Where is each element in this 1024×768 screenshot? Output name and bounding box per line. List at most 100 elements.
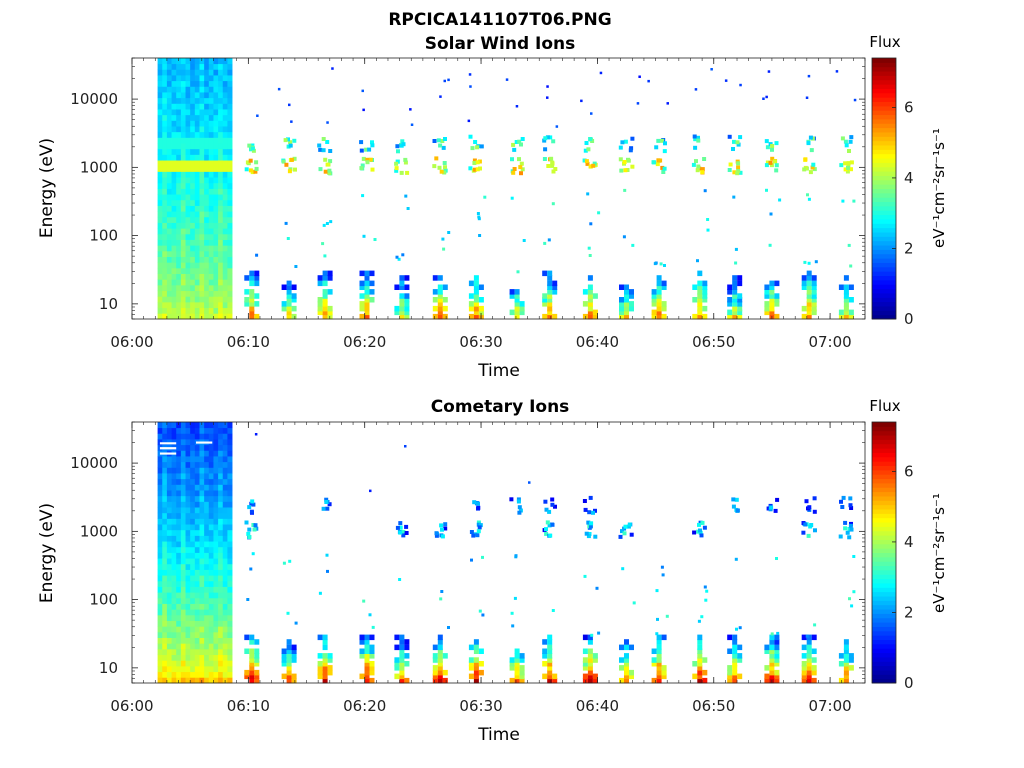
solar-wind-ions-sparse-cell xyxy=(636,102,640,105)
cometary-ions-background-cell xyxy=(157,580,163,587)
solar-wind-ions-background-cell xyxy=(171,290,177,297)
solar-wind-ions-burst-cell xyxy=(514,289,520,295)
solar-wind-ions-band-cell xyxy=(625,168,630,172)
solar-wind-ions-burst-cell xyxy=(244,289,250,295)
cometary-ions-burst-cell xyxy=(514,669,520,676)
solar-wind-ions-scatter-cell xyxy=(653,262,657,266)
solar-wind-ions-background-cell xyxy=(222,126,228,133)
solar-wind-ions-panel: Solar Wind Ions 06:00 06:10 06:20 06:30 06:4… xyxy=(37,33,948,381)
cometary-ions-band-cell xyxy=(244,520,249,525)
solar-wind-ions-background-cell xyxy=(166,296,172,303)
cometary-ions-scatter-cell xyxy=(371,625,375,629)
cometary-ions-burst-cell xyxy=(322,639,328,645)
solar-wind-ions-background-cell xyxy=(213,137,219,144)
cometary-ions-y-tick-label: 1000 xyxy=(80,522,118,540)
cometary-ions-background-cell xyxy=(208,671,214,678)
cometary-ions-burst-cell xyxy=(404,653,410,659)
solar-wind-ions-background-cell xyxy=(204,262,210,269)
cometary-ions-burst-cell xyxy=(291,644,297,651)
cometary-ions-burst-cell xyxy=(514,653,520,659)
solar-wind-ions-background-cell xyxy=(190,279,196,286)
solar-wind-ions-background-cell xyxy=(222,131,228,138)
solar-wind-ions-burst-cell xyxy=(651,313,657,320)
cometary-ions-burst-cell xyxy=(364,673,370,680)
cometary-ions-burst-cell xyxy=(624,669,629,676)
solar-wind-ions-band-cell xyxy=(328,149,333,153)
cometary-ions-burst-cell xyxy=(697,657,703,663)
cometary-ions-background-cell xyxy=(218,580,224,587)
solar-wind-ions-background-cell xyxy=(208,154,214,161)
solar-wind-ions-background-cell xyxy=(166,92,172,99)
cometary-ions-background-cell xyxy=(213,456,219,463)
cometary-ions-background-cell xyxy=(222,569,228,576)
solar-wind-ions-burst-cell xyxy=(702,280,708,287)
solar-wind-ions-band-cell xyxy=(248,158,253,163)
cometary-ions-background-cell xyxy=(227,535,233,542)
cometary-ions-background-cell xyxy=(222,643,228,650)
cometary-ions-background-cell xyxy=(180,552,186,559)
cometary-ions-colorbar-segment xyxy=(872,461,896,466)
cometary-ions-scatter-cell xyxy=(661,573,665,577)
solar-wind-ions-background-cell xyxy=(199,58,205,65)
cometary-ions-background-cell xyxy=(208,444,214,451)
solar-wind-ions-burst-cell xyxy=(848,313,854,320)
solar-wind-ions-colorbar-segment xyxy=(872,210,896,216)
solar-wind-ions-background-cell xyxy=(227,222,233,229)
cometary-ions-background-cell xyxy=(166,586,172,593)
solar-wind-ions-burst-cell xyxy=(764,293,770,299)
cometary-ions-band-cell xyxy=(622,531,627,536)
cometary-ions-background-cell xyxy=(190,427,196,434)
cometary-ions-burst-cell xyxy=(587,669,593,676)
solar-wind-ions-burst-cell xyxy=(811,301,817,307)
solar-wind-ions-background-cell xyxy=(208,182,214,189)
solar-wind-ions-burst-cell xyxy=(473,293,479,299)
solar-wind-ions-burst-cell xyxy=(254,313,260,320)
cometary-ions-title: Cometary Ions xyxy=(431,397,570,417)
cometary-ions-burst-cell xyxy=(732,661,738,667)
solar-wind-ions-band-cell xyxy=(551,139,556,144)
solar-wind-ions-background-cell xyxy=(185,92,191,99)
cometary-ions-burst-cell xyxy=(697,648,703,654)
solar-wind-ions-scatter-cell xyxy=(543,241,547,245)
cometary-ions-background-cell xyxy=(194,444,200,451)
solar-wind-ions-background-cell xyxy=(190,114,196,121)
cometary-ions-background-cell xyxy=(208,524,214,531)
solar-wind-ions-background-cell xyxy=(208,126,214,133)
cometary-ions-background-cell xyxy=(222,609,228,616)
cometary-ions-burst-cell xyxy=(769,661,775,667)
solar-wind-ions-background-cell xyxy=(162,216,168,223)
cometary-ions-burst-cell xyxy=(769,673,775,680)
cometary-ions-background-cell xyxy=(218,609,224,616)
solar-wind-ions-colorbar-segment xyxy=(872,245,896,250)
solar-wind-ions-background-cell xyxy=(180,165,186,172)
cometary-ions-background-cell xyxy=(208,654,214,661)
cometary-ions-background-cell xyxy=(213,637,219,644)
solar-wind-ions-burst-cell xyxy=(519,301,525,307)
cometary-ions-background-cell xyxy=(166,677,172,684)
cometary-ions-burst-cell xyxy=(394,673,400,680)
cometary-ions-background-cell xyxy=(194,546,200,553)
solar-wind-ions-background-cell xyxy=(171,239,177,246)
solar-wind-ions-background-cell xyxy=(222,148,228,155)
solar-wind-ions-background-cell xyxy=(204,313,210,320)
solar-wind-ions-colorbar-segment xyxy=(872,271,896,276)
solar-wind-ions-background-cell xyxy=(157,171,163,178)
solar-wind-ions-background-cell xyxy=(157,233,163,240)
cometary-ions-burst-cell xyxy=(697,677,703,684)
solar-wind-ions-background-cell xyxy=(171,307,177,314)
solar-wind-ions-background-cell xyxy=(218,205,224,212)
solar-wind-ions-band-cell xyxy=(248,168,253,173)
solar-wind-ions-background-cell xyxy=(176,216,182,223)
cometary-ions-background-cell xyxy=(194,631,200,638)
solar-wind-ions-background-cell xyxy=(185,165,191,172)
solar-wind-ions-burst-cell xyxy=(432,313,438,320)
cometary-ions-band-cell xyxy=(627,522,632,527)
cometary-ions-burst-cell xyxy=(509,661,515,667)
cometary-ions-background-cell xyxy=(176,603,182,610)
cometary-ions-burst-cell xyxy=(624,653,629,659)
solar-wind-ions-background-cell xyxy=(166,160,172,167)
cometary-ions-background-cell xyxy=(180,677,186,684)
solar-wind-ions-scatter-cell xyxy=(329,220,333,224)
solar-wind-ions-background-cell xyxy=(213,126,219,133)
solar-wind-ions-background-cell xyxy=(222,86,228,93)
